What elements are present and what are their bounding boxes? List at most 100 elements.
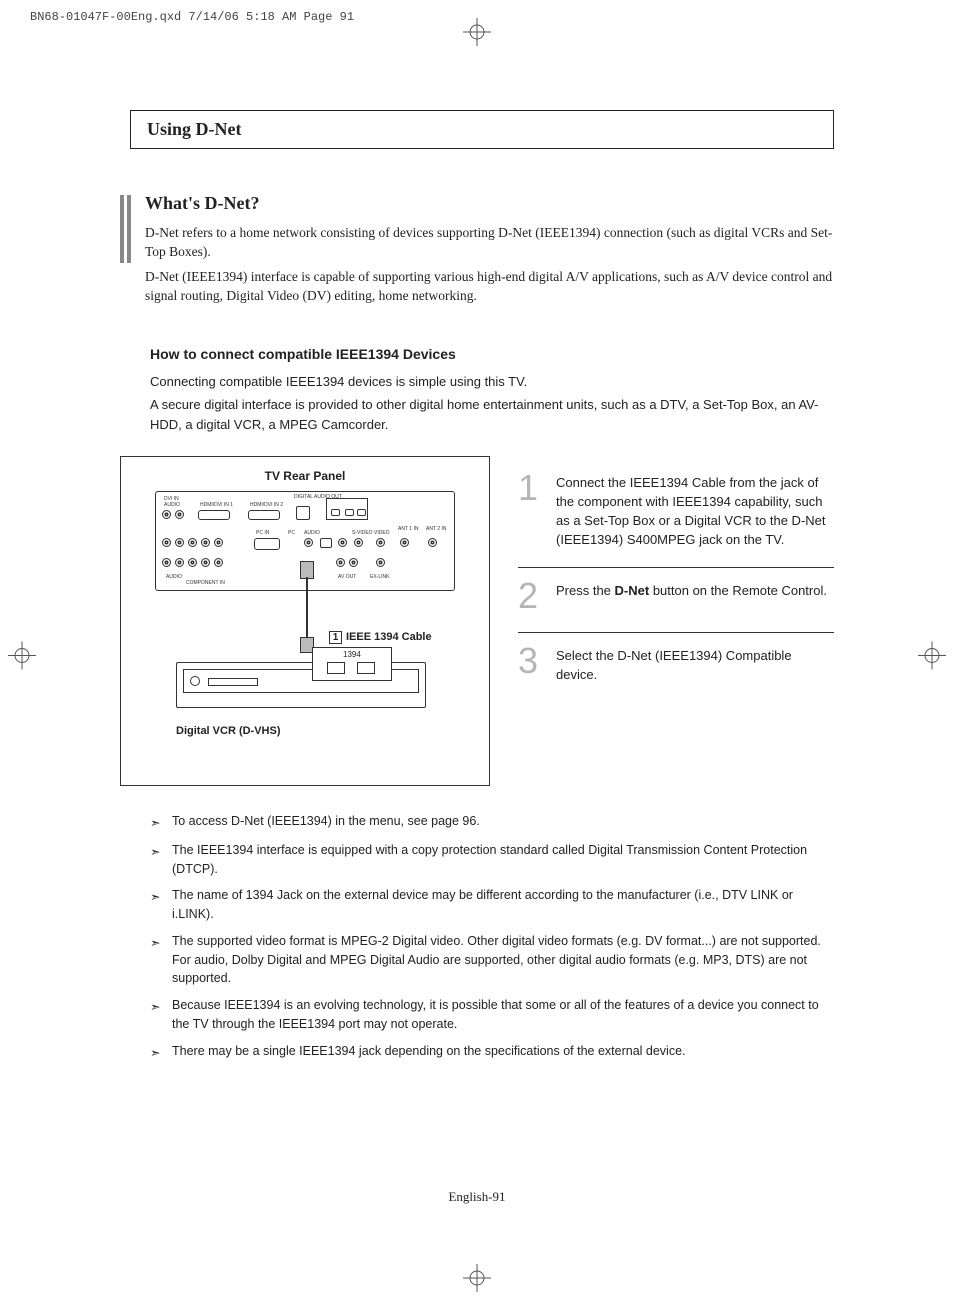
note-text: Because IEEE1394 is an evolving technolo…	[172, 996, 834, 1034]
note-bullet-icon: ➣	[150, 1042, 164, 1063]
note-text: There may be a single IEEE1394 jack depe…	[172, 1042, 686, 1063]
notes-list: ➣ To access D-Net (IEEE1394) in the menu…	[150, 812, 834, 1062]
note-bullet-icon: ➣	[150, 812, 164, 833]
step-text-bold: D-Net	[615, 583, 650, 598]
vcr-device: 1394	[176, 662, 426, 708]
note-text: To access D-Net (IEEE1394) in the menu, …	[172, 812, 480, 833]
step-item: 3 Select the D-Net (IEEE1394) Compatible…	[518, 632, 834, 703]
port-label: PC	[288, 530, 295, 536]
port-icon	[304, 538, 313, 547]
subsection-heading: What's D-Net?	[145, 193, 834, 214]
note-bullet-icon: ➣	[150, 886, 164, 924]
port-icon	[214, 538, 223, 547]
port-icon	[331, 509, 340, 516]
vcr-callout: 1394	[312, 647, 392, 681]
port-icon	[357, 509, 366, 516]
section-title-box: Using D-Net	[130, 110, 834, 149]
subsection-para: D-Net refers to a home network consistin…	[145, 224, 834, 262]
connection-diagram: TV Rear Panel DVI IN AUDIO HDMI/DVI IN 1…	[120, 456, 490, 786]
ieee1394-port-icon	[357, 662, 375, 674]
note-item: ➣ The name of 1394 Jack on the external …	[150, 886, 834, 924]
side-stripe-icon	[120, 193, 131, 312]
cable-line-icon	[306, 577, 308, 639]
step-text: Select the D-Net (IEEE1394) Compatible d…	[556, 643, 834, 685]
port-icon	[175, 510, 184, 519]
vcr-dial-icon	[190, 676, 200, 686]
port-label: HDMI/DVI IN 2	[250, 502, 283, 508]
cable-label: 1 IEEE 1394 Cable	[329, 631, 432, 644]
port-group	[326, 498, 368, 520]
hdmi-port-icon	[198, 510, 230, 520]
step-number: 2	[518, 578, 546, 614]
port-icon	[201, 538, 210, 547]
port-label: AUDIO	[166, 574, 182, 580]
port-icon	[354, 538, 363, 547]
pc-port-icon	[254, 538, 280, 550]
rear-panel-label: TV Rear Panel	[133, 469, 477, 483]
port-icon	[345, 509, 354, 516]
diagram-and-steps-row: TV Rear Panel DVI IN AUDIO HDMI/DVI IN 1…	[120, 456, 834, 786]
port-icon	[376, 558, 385, 567]
howto-heading: How to connect compatible IEEE1394 Devic…	[150, 346, 834, 362]
note-item: ➣ There may be a single IEEE1394 jack de…	[150, 1042, 834, 1063]
port-icon	[175, 558, 184, 567]
port-icon	[336, 558, 345, 567]
section-title: Using D-Net	[147, 119, 242, 139]
cable-number: 1	[329, 631, 342, 644]
note-bullet-icon: ➣	[150, 932, 164, 988]
port-label: PC IN	[256, 530, 269, 536]
note-item: ➣ The IEEE1394 interface is equipped wit…	[150, 841, 834, 879]
ieee1394-port-icon	[327, 662, 345, 674]
whats-dnet-section: What's D-Net? D-Net refers to a home net…	[120, 193, 834, 312]
step-item: 2 Press the D-Net button on the Remote C…	[518, 567, 834, 632]
port-icon	[338, 538, 347, 547]
port-icon	[214, 558, 223, 567]
step-text: Connect the IEEE1394 Cable from the jack…	[556, 470, 834, 549]
port-icon	[349, 558, 358, 567]
port-label: COMPONENT IN	[186, 580, 225, 586]
note-item: ➣ The supported video format is MPEG-2 D…	[150, 932, 834, 988]
port-label: HDMI/DVI IN 1	[200, 502, 233, 508]
vcr-port-label: 1394	[343, 650, 361, 659]
subsection-para: D-Net (IEEE1394) interface is capable of…	[145, 268, 834, 306]
crop-mark-bottom-icon	[463, 1264, 491, 1297]
note-text: The name of 1394 Jack on the external de…	[172, 886, 834, 924]
port-label: ANT 1 IN	[398, 526, 418, 532]
port-icon	[162, 558, 171, 567]
port-icon	[296, 506, 310, 520]
subsection-body: What's D-Net? D-Net refers to a home net…	[145, 193, 834, 312]
note-item: ➣ To access D-Net (IEEE1394) in the menu…	[150, 812, 834, 833]
ieee1394-port-icon	[320, 538, 332, 548]
note-item: ➣ Because IEEE1394 is an evolving techno…	[150, 996, 834, 1034]
port-label: S-VIDEO	[352, 530, 373, 536]
cable-label-text: IEEE 1394 Cable	[346, 631, 432, 643]
note-bullet-icon: ➣	[150, 996, 164, 1034]
hdmi-port-icon	[248, 510, 280, 520]
port-label: AUDIO	[164, 502, 180, 508]
note-text: The IEEE1394 interface is equipped with …	[172, 841, 834, 879]
port-label: VIDEO	[374, 530, 390, 536]
vcr-label: Digital VCR (D-VHS)	[176, 725, 281, 737]
step-text-suffix: button on the Remote Control.	[649, 583, 827, 598]
note-text: The supported video format is MPEG-2 Dig…	[172, 932, 834, 988]
port-icon	[188, 538, 197, 547]
content-area: Using D-Net What's D-Net? D-Net refers t…	[0, 0, 954, 1110]
port-label: AV OUT	[338, 574, 356, 580]
port-label: ANT 2 IN	[426, 526, 446, 532]
step-item: 1 Connect the IEEE1394 Cable from the ja…	[518, 460, 834, 567]
page-footer: English-91	[0, 1189, 954, 1205]
howto-para: A secure digital interface is provided t…	[150, 395, 834, 434]
step-number: 1	[518, 470, 546, 549]
port-icon	[175, 538, 184, 547]
page: BN68-01047F-00Eng.qxd 7/14/06 5:18 AM Pa…	[0, 0, 954, 1315]
steps-list: 1 Connect the IEEE1394 Cable from the ja…	[518, 456, 834, 786]
step-number: 3	[518, 643, 546, 685]
step-text: Press the D-Net button on the Remote Con…	[556, 578, 827, 614]
port-icon	[376, 538, 385, 547]
step-text-prefix: Press the	[556, 583, 615, 598]
port-icon	[400, 538, 409, 547]
port-icon	[162, 510, 171, 519]
port-icon	[188, 558, 197, 567]
note-bullet-icon: ➣	[150, 841, 164, 879]
port-label: AUDIO	[304, 530, 320, 536]
